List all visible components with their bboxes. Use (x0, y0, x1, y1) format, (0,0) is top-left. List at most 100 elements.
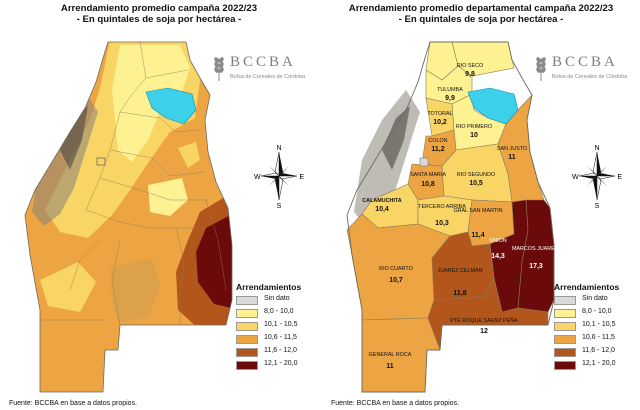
legend-item: 11,6 - 12,0 (236, 346, 336, 359)
left-map-subtitle: - En quintales de soja por hectárea - (76, 14, 242, 25)
legend-swatch (236, 348, 258, 357)
compass-rose-icon: N S W E (572, 145, 622, 209)
dept-value: 14,3 (491, 253, 505, 260)
department-borders (40, 42, 227, 326)
wheat-icon (214, 57, 224, 81)
east-light-spot (178, 142, 200, 168)
capital-marker (96, 157, 106, 166)
dept-value: 10,3 (435, 220, 449, 227)
dept-name: TULUMBA (437, 87, 463, 93)
dept-name: MARCOS JUAREZ (512, 246, 559, 252)
legend-item: 8,0 - 10,0 (236, 307, 336, 320)
dept-value: 11 (386, 363, 394, 370)
logo-name: BCCBA (230, 54, 296, 70)
dept-name: RIO PRIMERO (456, 124, 492, 130)
dept-value: 9,8 (465, 71, 475, 78)
legend-swatch (554, 335, 576, 344)
legend-item: Sin dato (236, 294, 336, 307)
legend-label: 11,6 - 12,0 (582, 347, 615, 354)
right-map-title: Arrendamiento promedio departamental cam… (348, 3, 614, 14)
dept-value: 10 (470, 132, 478, 139)
legend-label: 10,6 - 11,5 (264, 334, 297, 341)
legend-item: 12,1 - 20,0 (236, 359, 336, 372)
dept-name: RIO SECO (457, 63, 483, 69)
dept-name: JUAREZ CELMAN (438, 268, 483, 274)
logo-subtitle: Bolsa de Cereales de Córdoba (230, 74, 306, 80)
legend-item: 11,6 - 12,0 (554, 346, 640, 359)
dept-marcos-juarez (517, 199, 555, 313)
legend-label: 12,1 - 20,0 (582, 360, 616, 367)
legend-swatch (554, 361, 576, 370)
compass-n: N (594, 145, 599, 152)
compass-rose-icon: N S W E (254, 145, 304, 209)
legend-swatch (236, 309, 258, 318)
dept-value: 10,2 (433, 119, 447, 126)
dept-value: 11,2 (431, 146, 444, 153)
legend-label: 10,1 - 10,5 (582, 321, 616, 328)
legend-title: Arrendamientos (554, 282, 620, 292)
compass-w: W (572, 174, 579, 181)
dept-value: 17,3 (529, 263, 543, 270)
southeast-dark-area (196, 212, 232, 310)
mar-chiquita-lake (145, 87, 197, 125)
legend-label: Sin dato (264, 295, 290, 302)
legend-swatch (554, 296, 576, 305)
department-polygons (346, 41, 555, 393)
south-central-area (110, 258, 160, 322)
central-yellow-area (148, 178, 188, 216)
legend-swatch (554, 348, 576, 357)
legend-label: 11,6 - 12,0 (264, 347, 297, 354)
legend-item: 10,1 - 10,5 (554, 320, 640, 333)
dept-name: GENERAL ROCA (369, 352, 412, 358)
legend-label: 10,6 - 11,5 (582, 334, 615, 341)
dept-name: PTE ROQUE SAENZ PEÑA (450, 317, 518, 324)
dept-value: 10,7 (389, 277, 403, 284)
right-department-map: RIO SECO 9,8 TULUMBA 9,9 TOTORAL 10,2 RI… (346, 41, 559, 393)
compass-s: S (277, 203, 282, 209)
right-map-panel: Arrendamiento promedio departamental cam… (322, 0, 640, 410)
logo-subtitle: Bolsa de Cereales de Córdoba (552, 74, 628, 80)
department-labels: RIO SECO 9,8 TULUMBA 9,9 TOTORAL 10,2 RI… (362, 63, 558, 370)
compass-s: S (595, 203, 600, 209)
dept-value: 10,8 (421, 181, 435, 188)
legend-item: 10,1 - 10,5 (236, 320, 336, 333)
province-outline (24, 41, 233, 393)
dept-name: TOTORAL (427, 111, 452, 117)
sierras-peaks (382, 106, 410, 170)
right-legend: Arrendamientos Sin dato 8,0 - 10,0 10,1 … (554, 282, 640, 372)
dept-name: UNION (489, 238, 506, 244)
legend-swatch (554, 322, 576, 331)
legend-label: Sin dato (582, 295, 608, 302)
compass-w: W (254, 174, 261, 181)
province-outline (346, 41, 555, 393)
mar-chiquita-lake (467, 87, 519, 125)
compass-e: E (299, 174, 304, 181)
compass-n: N (276, 145, 281, 152)
legend-item: 10,6 - 11,5 (236, 333, 336, 346)
legend-item: 12,1 - 20,0 (554, 359, 640, 372)
left-map-title: Arrendamiento promedio campaña 2022/23 (60, 3, 258, 14)
legend-item: 8,0 - 10,0 (554, 307, 640, 320)
legend-label: 12,1 - 20,0 (264, 360, 298, 367)
wheat-icon (536, 57, 546, 81)
sierras-peaks (60, 106, 88, 170)
legend-swatch (554, 309, 576, 318)
south-light-area (40, 262, 96, 312)
legend-title: Arrendamientos (236, 282, 302, 292)
legend-label: 8,0 - 10,0 (264, 308, 294, 315)
left-legend: Arrendamientos Sin dato 8,0 - 10,0 10,1 … (236, 282, 336, 372)
logo-name: BCCBA (552, 54, 618, 70)
dept-value: 11,4 (471, 232, 484, 239)
dept-value: 12 (480, 328, 488, 335)
left-map-panel: Arrendamiento promedio campaña 2022/23 -… (0, 0, 318, 410)
dept-value: 10,4 (375, 206, 389, 213)
legend-swatch (236, 322, 258, 331)
legend-swatch (236, 335, 258, 344)
dept-value: 11 (508, 154, 516, 161)
dept-name: SAN JUSTO (497, 146, 527, 152)
dept-name: GRAL SAN MARTIN (453, 208, 502, 214)
legend-swatch (236, 361, 258, 370)
dept-name: CALAMUCHITA (362, 198, 402, 204)
dept-name: TERCERO ARRIBA (418, 204, 466, 210)
dept-name: SANTA MARIA (410, 172, 446, 178)
